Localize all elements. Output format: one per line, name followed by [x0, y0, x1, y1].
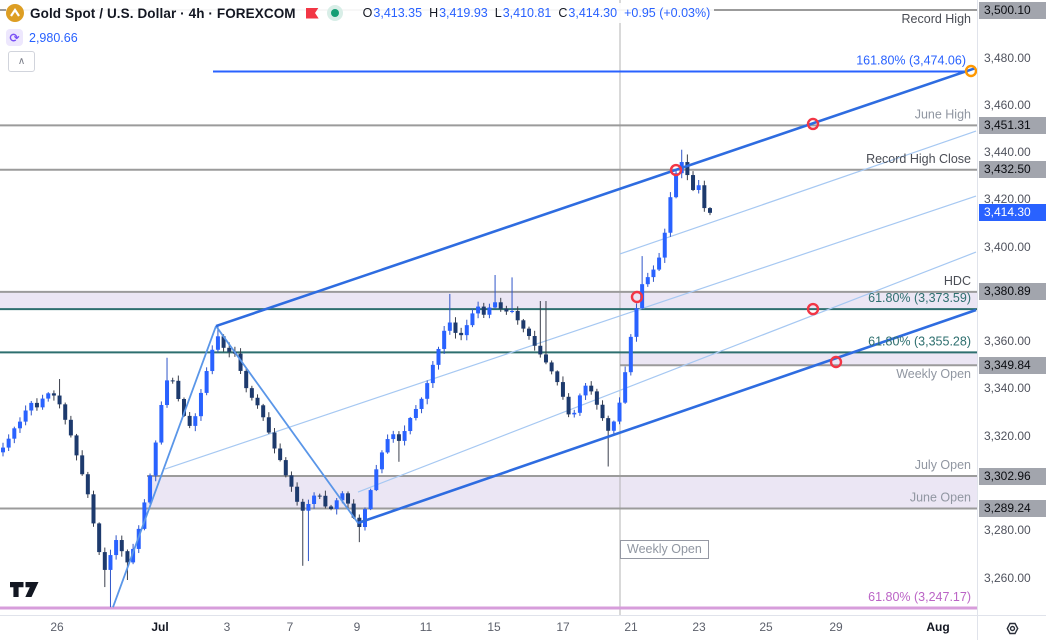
time-tick-label: 17: [556, 620, 570, 634]
time-tick-label: 3: [223, 620, 231, 634]
level-price-badge: 3,432.50: [979, 161, 1046, 179]
orange-circle-marker[interactable]: [964, 64, 977, 78]
open-value: 3,413.35: [373, 6, 423, 20]
level-price-badge: 3,451.31: [979, 116, 1046, 134]
price-zone-band[interactable]: [0, 291, 977, 310]
red-circle-marker[interactable]: [806, 302, 820, 316]
weekly-open-floating-label[interactable]: Weekly Open: [620, 540, 709, 559]
time-tick-label: 23: [692, 620, 706, 634]
time-tick-label: Jul: [151, 620, 169, 634]
candles: [1, 149, 712, 608]
price-tick-label: 3,460.00: [984, 97, 1031, 112]
price-tick-label: 3,360.00: [984, 334, 1031, 349]
trend-line[interactable]: [215, 66, 977, 328]
chevron-up-icon: ∧: [17, 56, 26, 67]
price-tick-label: 3,260.00: [984, 570, 1031, 585]
last-price-badge: 3,414.30: [979, 204, 1046, 222]
level-label: June High: [915, 107, 971, 121]
open-label: O: [362, 6, 373, 20]
red-circle-marker[interactable]: [630, 290, 644, 304]
price-tick-label: 3,340.00: [984, 381, 1031, 396]
time-tick-label: 26: [50, 620, 64, 634]
level-label: 161.80% (3,474.06): [856, 54, 966, 68]
level-price-badge: 3,302.96: [979, 467, 1046, 485]
red-circle-marker[interactable]: [806, 117, 820, 131]
flag-icon[interactable]: [305, 7, 319, 19]
price-tick-label: 3,280.00: [984, 523, 1031, 538]
tradingview-logo: [10, 582, 39, 602]
price-tick-label: 3,480.00: [984, 50, 1031, 65]
indicator-value: 2,980.66: [29, 30, 78, 45]
price-zone-band[interactable]: [620, 352, 977, 366]
level-label: June Open: [910, 490, 971, 504]
collapse-legend-button[interactable]: ∧: [8, 51, 35, 72]
channel-inner-line[interactable]: [357, 251, 977, 493]
chart-legend: Gold Spot / U.S. Dollar · 4h · FOREXCOM …: [6, 3, 715, 23]
indicator-refresh-icon: ⟳: [6, 29, 23, 46]
level-label: July Open: [915, 458, 971, 472]
time-tick-label: 11: [419, 620, 433, 634]
level-label: 61.80% (3,355.28): [868, 334, 971, 348]
ohlc-readout: O3,413.35 H3,419.93 L3,410.81 C3,414.30 …: [363, 6, 711, 20]
level-label: Record High: [902, 12, 972, 26]
market-open-dot-icon: [326, 5, 343, 21]
axis-corner[interactable]: [977, 615, 1046, 640]
red-circle-marker[interactable]: [829, 355, 843, 369]
level-price-badge: 3,380.89: [979, 283, 1046, 301]
level-label: Record High Close: [866, 152, 971, 166]
price-zone-band[interactable]: [147, 476, 977, 509]
level-label: Weekly Open: [896, 367, 971, 381]
price-chart-pane[interactable]: Record High 161.80% (3,474.06) June High Re…: [0, 0, 977, 615]
time-tick-label: 9: [353, 620, 361, 634]
time-tick-label: 15: [487, 620, 501, 634]
trend-line[interactable]: [357, 308, 977, 525]
price-tick-label: 3,440.00: [984, 145, 1031, 160]
change-value: +0.95 (+0.03%): [624, 6, 711, 20]
channel-inner-line[interactable]: [619, 130, 977, 255]
close-label: C: [558, 6, 568, 20]
price-tick-label: 3,400.00: [984, 239, 1031, 254]
trend-line[interactable]: [112, 325, 217, 608]
level-price-badge: 3,500.10: [979, 1, 1046, 19]
level-price-badge: 3,289.24: [979, 499, 1046, 517]
time-tick-label: 25: [759, 620, 773, 634]
high-value: 3,419.93: [439, 6, 488, 20]
close-value: 3,414.30: [568, 6, 618, 20]
price-scale-settings-gear-icon: [1006, 622, 1019, 635]
level-price-badge: 3,349.84: [979, 356, 1046, 374]
indicator-legend[interactable]: ⟳ 2,980.66: [6, 28, 82, 47]
low-value: 3,410.81: [502, 6, 552, 20]
time-tick-label: 21: [624, 620, 638, 634]
time-tick-label: 7: [286, 620, 294, 634]
low-label: L: [494, 6, 502, 20]
price-axis[interactable]: 3,480.00 3,460.00 3,440.00 3,420.00 3,400.00…: [977, 0, 1046, 615]
time-tick-label: 29: [829, 620, 843, 634]
trend-line[interactable]: [215, 325, 359, 524]
time-axis[interactable]: 26 Jul 3 7 9 11 15 17 21 23 25 29 Aug: [0, 615, 977, 640]
weekly-open-label-text: Weekly Open: [627, 542, 702, 556]
symbol-title[interactable]: Gold Spot / U.S. Dollar · 4h · FOREXCOM: [30, 5, 296, 21]
time-tick-label: Aug: [926, 620, 950, 634]
gold-symbol-icon: [6, 4, 24, 22]
channel-inner-line[interactable]: [164, 195, 977, 470]
level-label: 61.80% (3,373.59): [868, 291, 971, 305]
high-label: H: [429, 6, 439, 20]
red-circle-marker[interactable]: [669, 163, 683, 177]
level-label: HDC: [944, 274, 971, 288]
level-label: 61.80% (3,247.17): [868, 590, 971, 604]
price-tick-label: 3,420.00: [984, 192, 1031, 207]
price-tick-label: 3,320.00: [984, 428, 1031, 443]
